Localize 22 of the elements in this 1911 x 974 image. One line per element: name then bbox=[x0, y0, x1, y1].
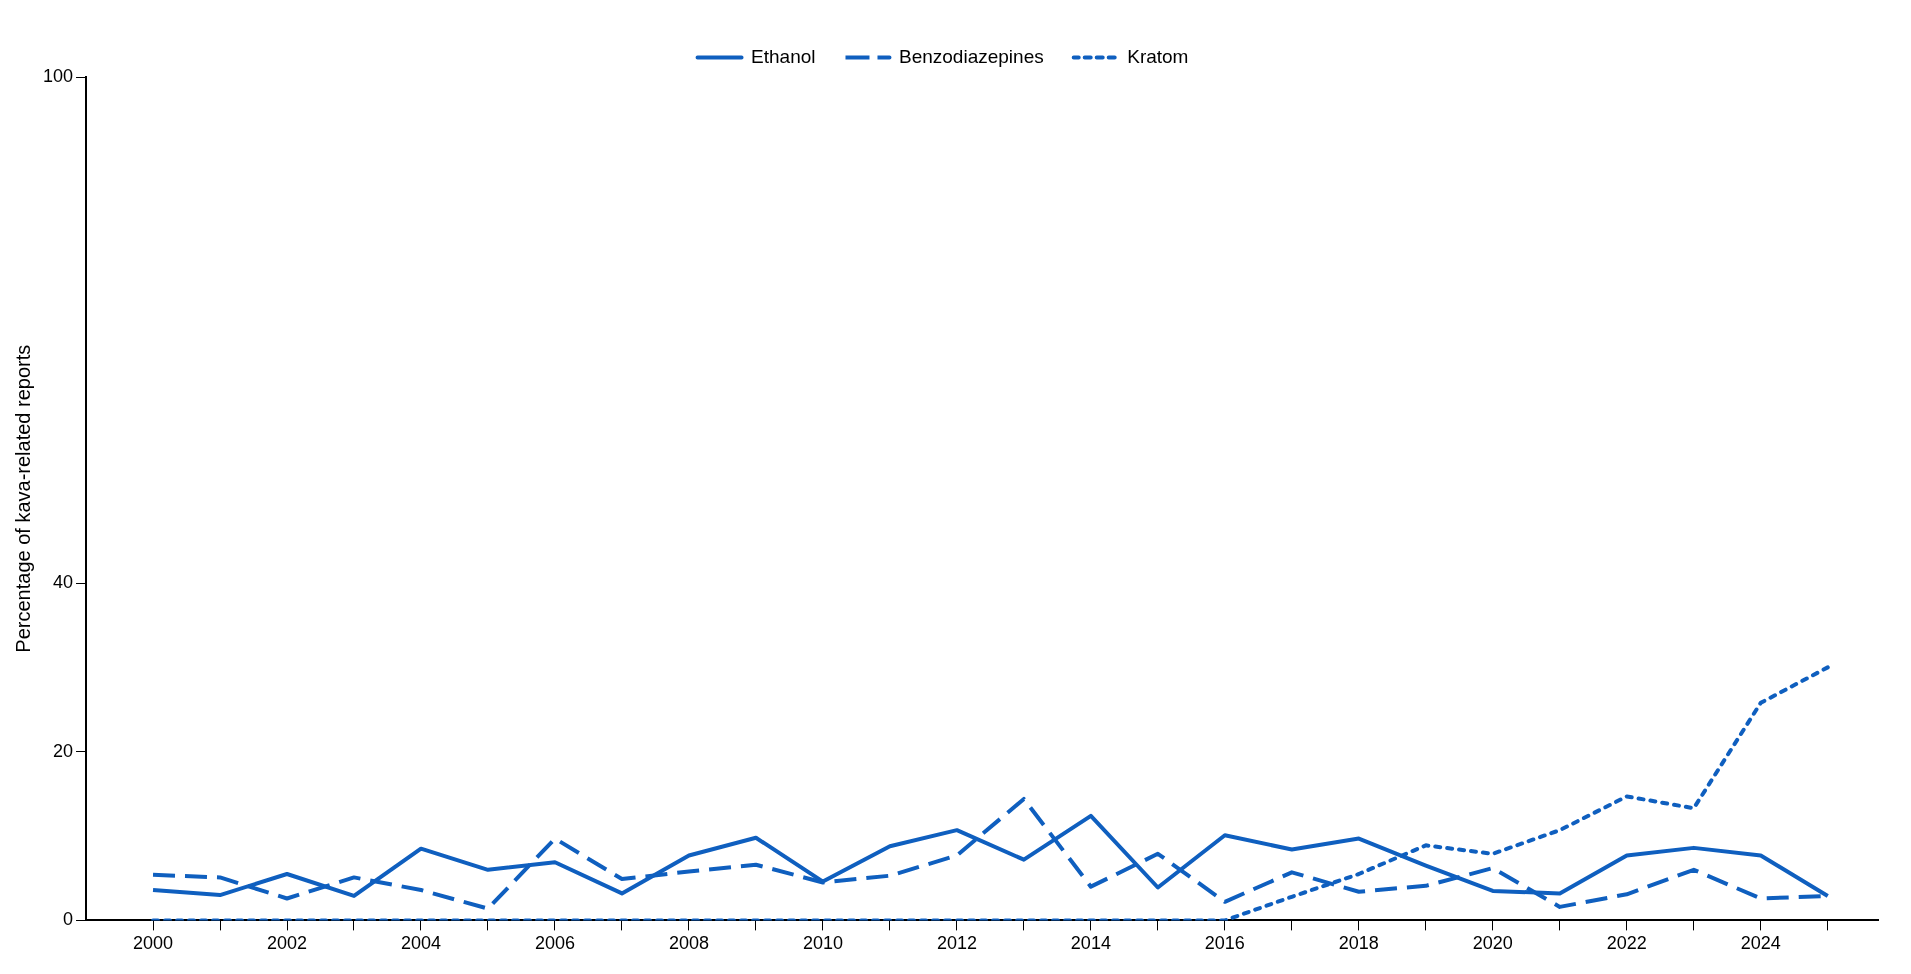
y-tick-label: 20 bbox=[53, 740, 74, 761]
x-tick-label: 2000 bbox=[133, 933, 174, 954]
x-tick-label: 2022 bbox=[1606, 933, 1647, 954]
y-tick-label: 0 bbox=[63, 909, 74, 930]
legend-label: Kratom bbox=[1127, 45, 1189, 67]
y-tick-label: 100 bbox=[42, 65, 74, 86]
x-tick-label: 2012 bbox=[936, 933, 977, 954]
x-tick-label: 2008 bbox=[668, 933, 709, 954]
y-tick-label: 40 bbox=[53, 572, 74, 593]
x-tick-label: 2004 bbox=[400, 933, 441, 954]
legend-label: Benzodiazepines bbox=[898, 45, 1044, 67]
x-tick-label: 2006 bbox=[534, 933, 575, 954]
x-tick-label: 2010 bbox=[802, 933, 843, 954]
x-tick-label: 2020 bbox=[1472, 933, 1513, 954]
x-tick-label: 2002 bbox=[266, 933, 308, 954]
legend-label: Ethanol bbox=[751, 45, 816, 67]
x-tick-label: 2018 bbox=[1338, 933, 1379, 954]
x-tick-label: 2024 bbox=[1740, 933, 1781, 954]
y-axis-title: Percentage of kava-related reports bbox=[11, 344, 34, 653]
line-series bbox=[151, 665, 1830, 921]
x-tick-label: 2014 bbox=[1070, 933, 1111, 954]
x-tick-label: 2016 bbox=[1204, 933, 1245, 954]
